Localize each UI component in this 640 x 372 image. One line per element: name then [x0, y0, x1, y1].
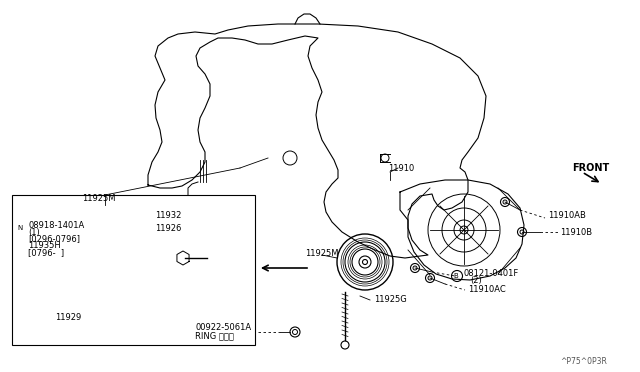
Text: FRONT: FRONT: [572, 163, 609, 173]
Text: (2): (2): [470, 276, 482, 285]
Text: 11929: 11929: [55, 314, 81, 323]
Text: RING リング: RING リング: [195, 331, 234, 340]
Text: [0796-  ]: [0796- ]: [28, 248, 64, 257]
Text: 00922-5061A: 00922-5061A: [195, 324, 251, 333]
Text: B: B: [454, 273, 458, 279]
Text: 11935H: 11935H: [28, 241, 61, 250]
Text: 08918-1401A: 08918-1401A: [28, 221, 84, 230]
Text: ^P75^0P3R: ^P75^0P3R: [560, 357, 607, 366]
Text: 08121-0401F: 08121-0401F: [464, 269, 519, 278]
Text: 11926: 11926: [155, 224, 181, 232]
Text: (1): (1): [28, 228, 40, 237]
Text: 11910B: 11910B: [560, 228, 592, 237]
Bar: [12, 195, 255, 345]
Text: 11910AC: 11910AC: [468, 285, 506, 295]
Text: 11925M: 11925M: [305, 250, 339, 259]
Text: N: N: [17, 225, 22, 231]
Text: 11925G: 11925G: [374, 295, 407, 305]
Text: [0296-0796]: [0296-0796]: [28, 234, 80, 244]
Circle shape: [100, 247, 156, 303]
Text: 11925M: 11925M: [82, 193, 115, 202]
Text: 11932: 11932: [155, 211, 181, 219]
Text: 11910AB: 11910AB: [548, 211, 586, 219]
Text: 11910: 11910: [388, 164, 414, 173]
